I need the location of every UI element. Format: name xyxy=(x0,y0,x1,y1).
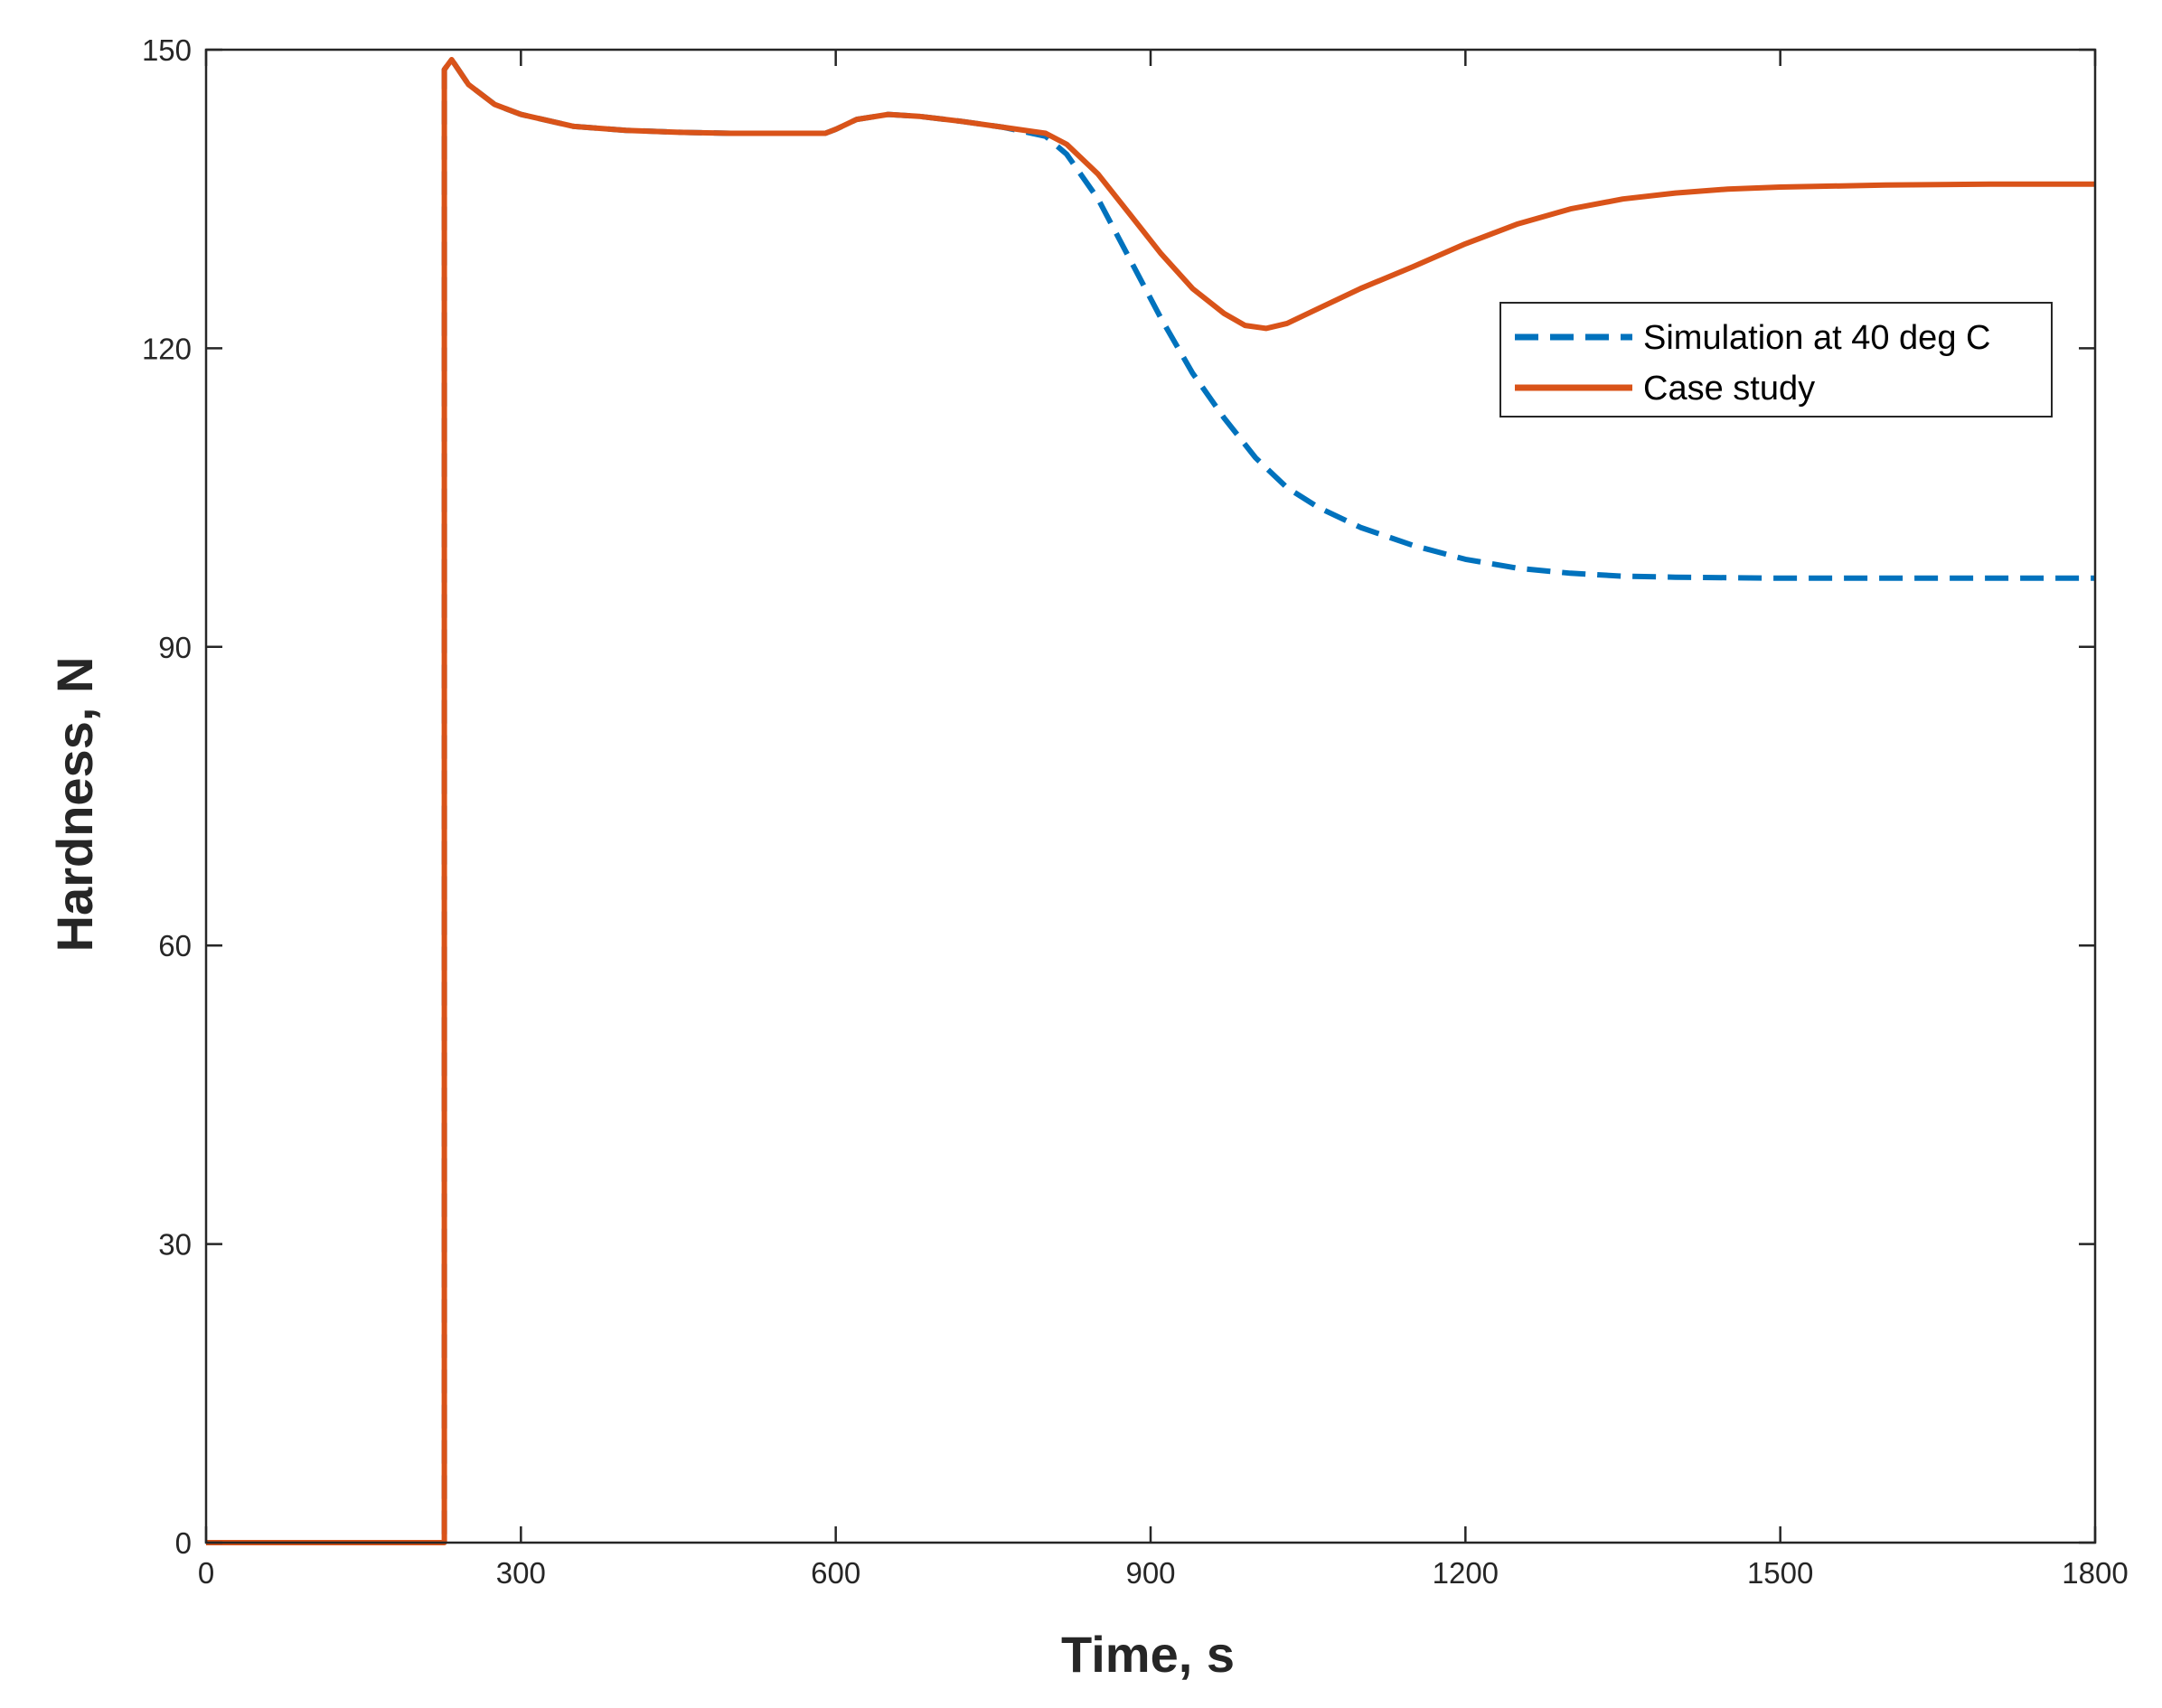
x-tick-label: 1200 xyxy=(1433,1556,1499,1590)
series-line-case-study xyxy=(206,57,2095,1545)
y-tick-label: 30 xyxy=(158,1228,192,1262)
y-tick-label: 0 xyxy=(175,1526,192,1560)
x-tick-label: 600 xyxy=(811,1556,860,1590)
y-tick-label: 60 xyxy=(158,929,192,962)
x-tick-label: 0 xyxy=(198,1556,214,1590)
y-tick-label: 150 xyxy=(142,33,192,67)
x-tick-labels: 0 300 600 900 1200 1500 1800 xyxy=(198,1556,2129,1590)
x-tick-label: 300 xyxy=(496,1556,546,1590)
y-tick-label: 90 xyxy=(158,631,192,664)
x-axis-title: Time, s xyxy=(1061,1626,1235,1683)
y-tick-labels: 0 30 60 90 120 150 xyxy=(142,33,192,1560)
x-tick-label: 900 xyxy=(1125,1556,1175,1590)
y-axis-title: Hardness, N xyxy=(46,657,103,953)
axis-ticks xyxy=(204,48,2097,1544)
y-tick-label: 120 xyxy=(142,332,192,365)
legend-label-simulation: Simulation at 40 deg C xyxy=(1643,319,1990,357)
legend[interactable]: Simulation at 40 deg C Case study xyxy=(1499,302,2053,418)
x-tick-label: 1800 xyxy=(2062,1556,2128,1590)
legend-box xyxy=(1499,302,2053,418)
legend-label-case-study: Case study xyxy=(1643,370,1815,408)
x-tick-label: 1500 xyxy=(1747,1556,1813,1590)
plot-lines xyxy=(206,57,2095,1545)
